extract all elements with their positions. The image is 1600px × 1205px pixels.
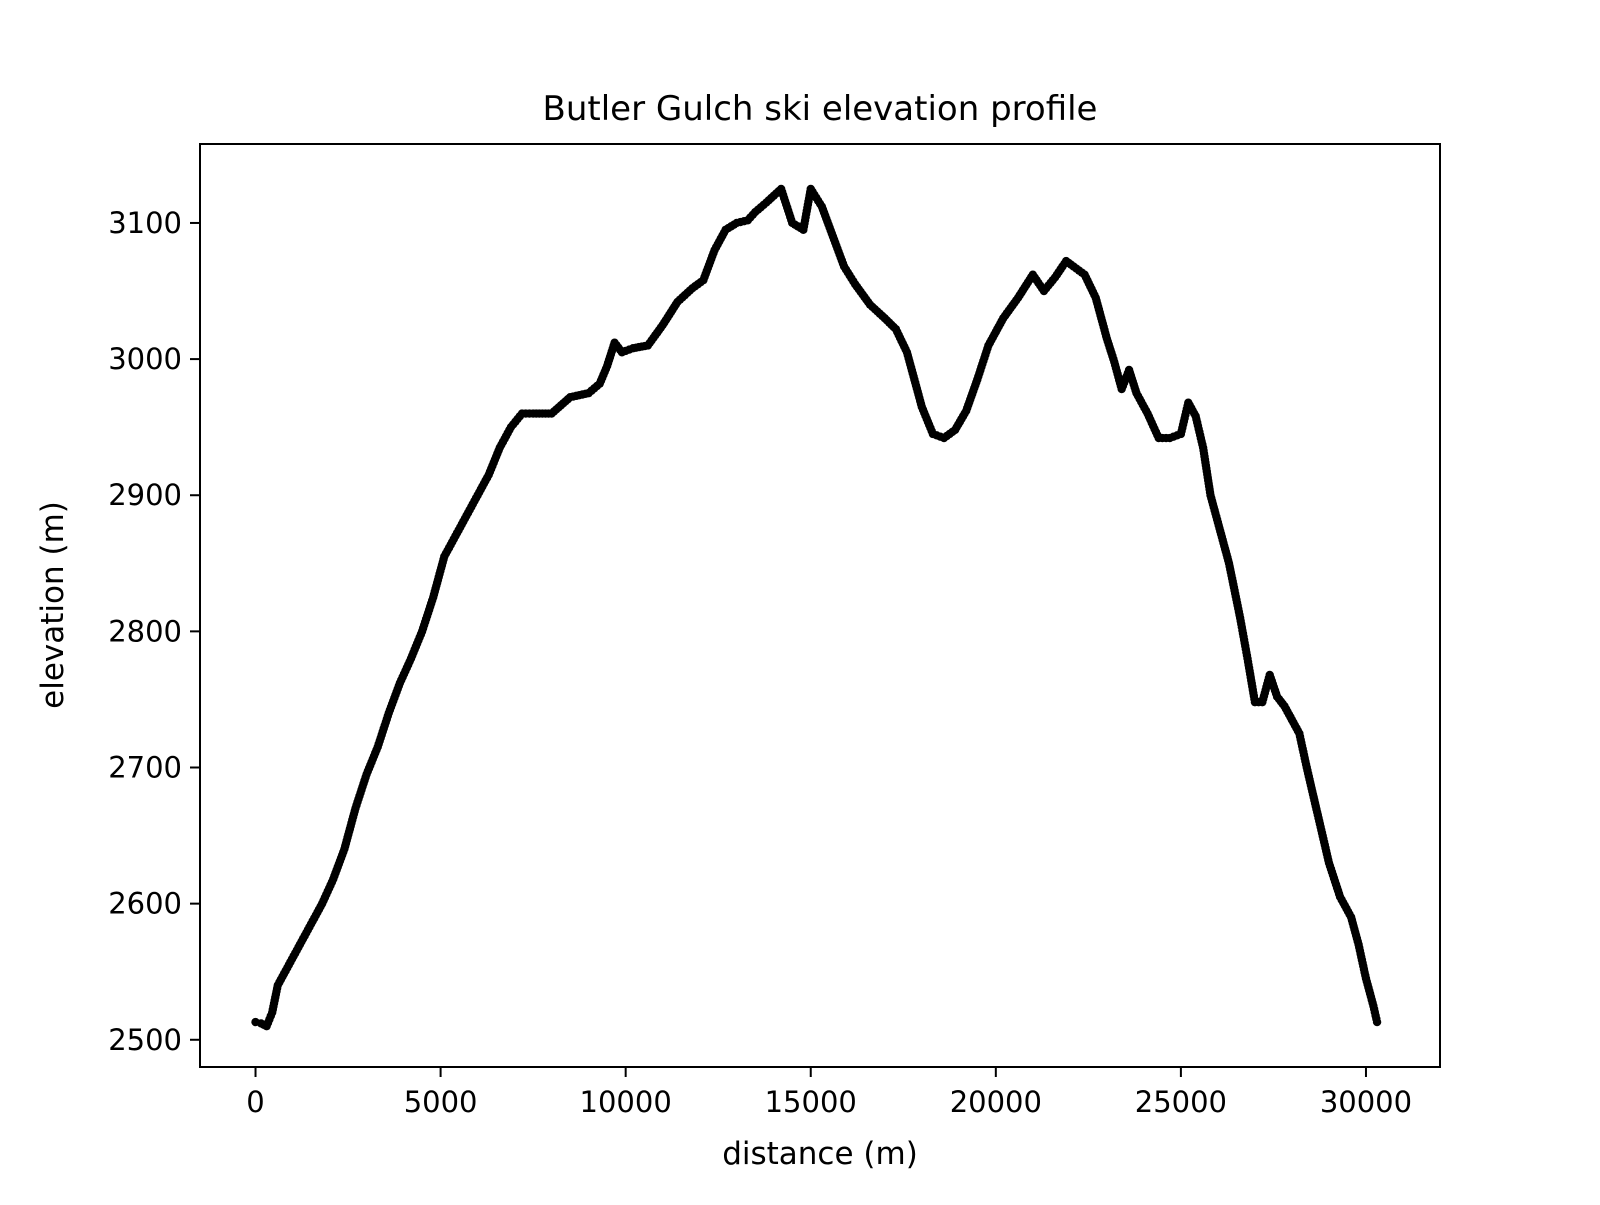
x-tick-label: 15000 <box>765 1085 857 1119</box>
y-tick-label: 2900 <box>108 478 182 512</box>
x-axis-ticks: 0 5000 10000 15000 20000 25000 30000 <box>246 1067 1412 1119</box>
y-tick-label: 2500 <box>108 1023 182 1057</box>
chart-title: Butler Gulch ski elevation profile <box>543 89 1098 129</box>
x-axis-label: distance (m) <box>722 1136 918 1172</box>
y-axis-label: elevation (m) <box>35 501 71 709</box>
x-tick-label: 25000 <box>1135 1085 1227 1119</box>
x-tick-label: 10000 <box>580 1085 672 1119</box>
x-tick-label: 30000 <box>1320 1085 1412 1119</box>
y-tick-label: 2700 <box>108 751 182 785</box>
y-tick-label: 3000 <box>108 342 182 376</box>
y-tick-label: 2800 <box>108 614 182 648</box>
x-tick-label: 20000 <box>950 1085 1042 1119</box>
y-tick-label: 3100 <box>108 206 182 240</box>
x-tick-label: 5000 <box>404 1085 478 1119</box>
data-points <box>251 184 1382 1031</box>
y-tick-label: 2600 <box>108 887 182 921</box>
y-axis-ticks: 2500 2600 2700 2800 2900 3000 3100 <box>108 206 200 1057</box>
plot-frame <box>199 143 1441 1068</box>
x-tick-label: 0 <box>246 1085 264 1119</box>
data-point <box>1372 1017 1382 1027</box>
